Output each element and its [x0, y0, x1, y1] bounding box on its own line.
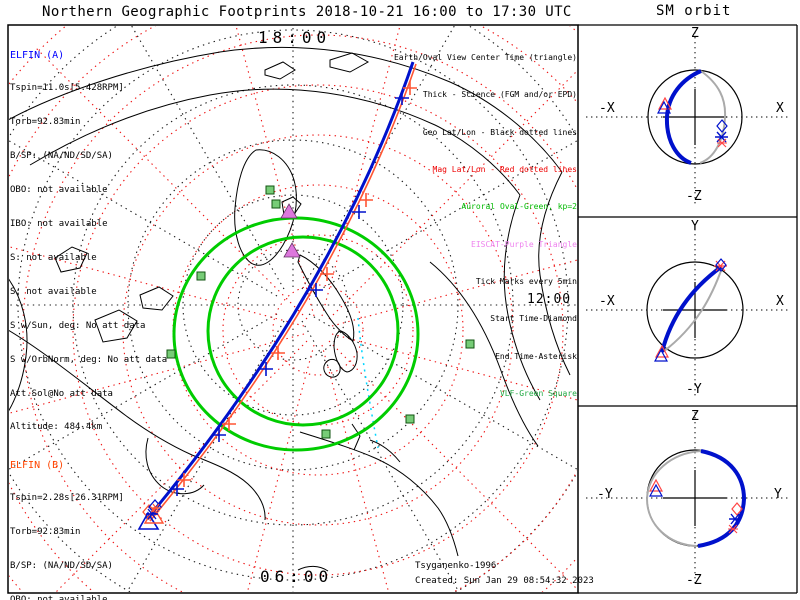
- legend-item: EISCAT-Purple Triangle: [471, 239, 577, 249]
- center-triangle-icon-b: [143, 506, 165, 524]
- start-diamond-icon: [716, 119, 728, 133]
- axis-label: -X: [599, 101, 615, 116]
- legend-item: VLF-Green Square: [499, 389, 577, 399]
- sm-panel-yz: [586, 412, 790, 585]
- axis-cross: [663, 89, 727, 145]
- map-panel: [7, 24, 579, 594]
- center-triangle-icon-a: [653, 348, 669, 362]
- axis-cross: [663, 470, 727, 526]
- orbit-far-arc: [662, 267, 723, 353]
- legend-item: Geo Lat/Lon - Black dotted lines: [422, 127, 577, 137]
- center-triangle-icon-b: [657, 96, 673, 110]
- end-asterisk-icon-a: [729, 513, 741, 525]
- mlt-label-12: 12:00: [527, 292, 572, 307]
- orbit-track: [137, 61, 417, 530]
- axis-label: Z: [691, 26, 699, 41]
- start-diamond-icon: [715, 258, 727, 272]
- elfin-b-track: [149, 63, 417, 522]
- center-triangle-icon-b: [654, 344, 670, 358]
- elfin-b-info-block: ELFIN (B) Tspin=2.28s[26.31RPM] Torb=92.…: [10, 437, 167, 600]
- mlt-label-06: 06:00: [260, 567, 334, 586]
- tick-marks-a: [170, 91, 409, 496]
- axis-label: Z: [691, 409, 699, 424]
- earth-circle: [646, 261, 744, 359]
- center-triangle-icon-a: [656, 100, 672, 114]
- legend-item: Mag Lat/Lon - Red dotted lines: [432, 164, 578, 174]
- axis-label: -Y: [686, 382, 702, 397]
- eiscat-triangle-icons: [280, 203, 301, 258]
- orbit-near-arc: [697, 449, 747, 548]
- legend-item: Auroral Oval-Green, kp=2: [461, 202, 577, 212]
- elfin-b-name: ELFIN (B): [10, 459, 65, 471]
- elfin-a-name: ELFIN (A): [10, 49, 65, 61]
- sm-orbit-panels: [578, 24, 798, 594]
- vlf-square-icons: [166, 185, 475, 439]
- start-diamond-icon: [731, 502, 743, 516]
- legend-item: Start Time-Diamond: [490, 314, 577, 324]
- legend-item: Tick Marks every 5min: [475, 277, 577, 287]
- axis-label: X: [776, 101, 784, 116]
- axis-label: -X: [599, 294, 615, 309]
- sm-panel-borders: [578, 24, 798, 594]
- legend-item: Thick - Science (FGM and/or EPD): [422, 90, 577, 100]
- orbit-far-arc: [699, 70, 727, 164]
- sm-orbit-title: SM orbit: [656, 3, 732, 19]
- orbit-far-arc: [645, 450, 702, 547]
- axis-label: -Z: [686, 573, 702, 588]
- end-asterisk-icon-b: [717, 138, 727, 148]
- axis-label: -Z: [686, 189, 702, 204]
- axis-label: -Y: [597, 487, 613, 502]
- center-triangle-icon-a: [648, 483, 664, 497]
- axis-label: X: [776, 294, 784, 309]
- track-end-markers: [137, 499, 165, 530]
- elfin-a-track: [145, 61, 415, 520]
- center-triangle-icon-a: [137, 511, 160, 530]
- legend-item: Earth/Oval View Center Time (triangle): [393, 52, 577, 62]
- sm-panel-xz: [586, 32, 790, 206]
- coastlines: [9, 46, 571, 572]
- axis-label: Y: [691, 219, 699, 234]
- axis-label: Y: [774, 487, 782, 502]
- orbit-near-arc: [664, 69, 702, 165]
- start-diamond-icon-b: [142, 504, 156, 520]
- map-border: [7, 24, 579, 594]
- end-asterisk-icon-b: [151, 503, 161, 513]
- legend-item: End Time-Asterisk: [495, 351, 577, 361]
- page-title: Northern Geographic Footprints 2018-10-2…: [42, 4, 572, 20]
- center-triangle-icon-b: [648, 478, 664, 492]
- mag-grid: [9, 26, 577, 592]
- earth-circle: [647, 69, 743, 165]
- created-label: Created: Sun Jan 29 08:54:32 2023: [415, 576, 594, 586]
- model-label: Tsyganenko-1996: [415, 561, 497, 571]
- elfin-a-info-block: ELFIN (A) Tspin=11.0s[5.428RPM] Torb=92.…: [10, 49, 168, 433]
- sm-panel-xy: [586, 224, 790, 397]
- orbit-near-arc: [660, 265, 723, 353]
- map-legend: Earth/Oval View Center Time (triangle) T…: [394, 27, 577, 426]
- terminator-line: [357, 317, 379, 449]
- end-asterisk-icon-b: [728, 524, 738, 534]
- mlt-label-18: 18:00: [258, 28, 332, 47]
- tick-marks-b: [177, 81, 417, 487]
